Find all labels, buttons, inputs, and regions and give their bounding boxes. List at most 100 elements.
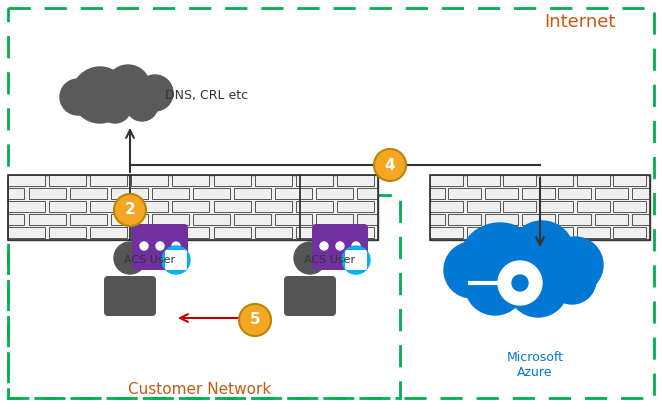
Circle shape: [126, 89, 158, 121]
Circle shape: [140, 242, 148, 250]
Bar: [430, 175, 650, 240]
Bar: [540, 227, 573, 238]
Text: 4: 4: [385, 157, 395, 173]
Circle shape: [239, 304, 271, 336]
Bar: [522, 214, 555, 225]
Bar: [430, 201, 463, 212]
Bar: [8, 195, 400, 398]
Bar: [90, 201, 127, 212]
Bar: [255, 201, 292, 212]
Circle shape: [512, 275, 528, 291]
Bar: [172, 227, 209, 238]
Bar: [255, 175, 292, 186]
Bar: [316, 214, 354, 225]
Bar: [193, 188, 230, 199]
Bar: [152, 214, 189, 225]
Circle shape: [444, 242, 500, 298]
Circle shape: [60, 79, 96, 115]
Bar: [540, 175, 573, 186]
Bar: [577, 175, 610, 186]
Circle shape: [114, 194, 146, 226]
Bar: [131, 227, 168, 238]
Bar: [503, 201, 536, 212]
Bar: [8, 175, 378, 240]
Bar: [28, 188, 66, 199]
Bar: [111, 214, 148, 225]
Bar: [152, 188, 189, 199]
Bar: [275, 188, 312, 199]
Bar: [8, 227, 45, 238]
Bar: [430, 188, 445, 199]
Bar: [111, 188, 148, 199]
FancyBboxPatch shape: [132, 224, 188, 270]
Bar: [430, 175, 463, 186]
Circle shape: [294, 242, 326, 274]
Circle shape: [106, 65, 150, 109]
Bar: [558, 188, 591, 199]
Bar: [503, 227, 536, 238]
Circle shape: [547, 237, 603, 293]
Bar: [540, 201, 573, 212]
Text: DNS, CRL etc: DNS, CRL etc: [165, 88, 248, 101]
Bar: [28, 214, 66, 225]
Bar: [558, 214, 591, 225]
Bar: [357, 188, 378, 199]
Bar: [214, 227, 250, 238]
FancyBboxPatch shape: [104, 276, 156, 316]
Text: Microsoft
Azure: Microsoft Azure: [506, 351, 563, 379]
Circle shape: [510, 221, 574, 285]
Bar: [90, 227, 127, 238]
Circle shape: [172, 242, 180, 250]
Circle shape: [498, 261, 542, 305]
Bar: [131, 201, 168, 212]
Bar: [357, 214, 378, 225]
Bar: [193, 214, 230, 225]
Bar: [337, 227, 374, 238]
Bar: [430, 175, 650, 240]
Text: 5: 5: [250, 312, 260, 328]
Circle shape: [114, 242, 146, 274]
Circle shape: [465, 255, 525, 315]
Bar: [131, 175, 168, 186]
Circle shape: [137, 75, 173, 111]
Bar: [214, 175, 250, 186]
Bar: [613, 175, 646, 186]
Bar: [296, 201, 333, 212]
Bar: [467, 227, 500, 238]
Bar: [296, 175, 333, 186]
Bar: [234, 214, 271, 225]
Text: Internet: Internet: [544, 13, 616, 31]
Circle shape: [458, 223, 542, 307]
Bar: [49, 227, 86, 238]
Text: ACS User: ACS User: [305, 255, 355, 265]
Bar: [255, 227, 292, 238]
Bar: [467, 175, 500, 186]
Bar: [337, 201, 374, 212]
Bar: [70, 214, 107, 225]
Bar: [49, 175, 86, 186]
Bar: [503, 175, 536, 186]
Text: 2: 2: [124, 202, 135, 218]
Bar: [577, 201, 610, 212]
Circle shape: [508, 257, 568, 317]
Bar: [296, 227, 333, 238]
Text: Customer Network: Customer Network: [128, 382, 271, 398]
Bar: [632, 214, 650, 225]
Circle shape: [548, 256, 596, 304]
Circle shape: [156, 242, 164, 250]
FancyBboxPatch shape: [345, 250, 367, 270]
FancyBboxPatch shape: [284, 276, 336, 316]
Bar: [485, 214, 518, 225]
Text: ACS User: ACS User: [124, 255, 175, 265]
Bar: [214, 201, 250, 212]
Circle shape: [374, 149, 406, 181]
Bar: [467, 201, 500, 212]
Bar: [485, 188, 518, 199]
Bar: [316, 188, 354, 199]
Bar: [8, 188, 24, 199]
Bar: [522, 188, 555, 199]
Circle shape: [99, 91, 131, 123]
Bar: [448, 214, 481, 225]
Bar: [8, 214, 24, 225]
Bar: [8, 201, 45, 212]
